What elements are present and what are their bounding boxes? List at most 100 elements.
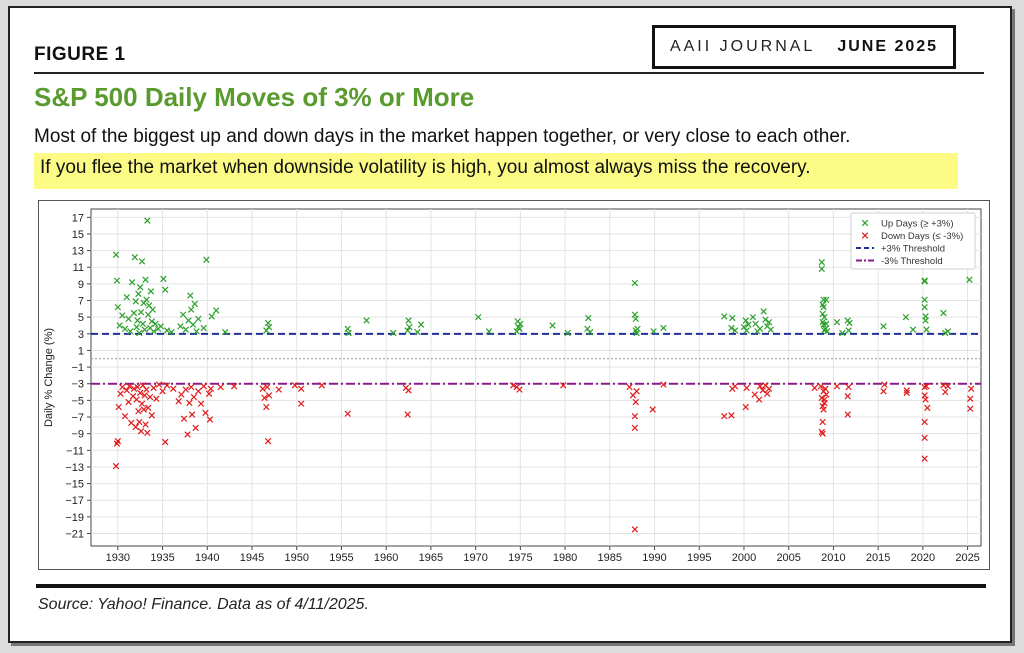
down-day-point-stroke — [743, 384, 750, 392]
up-day-point — [516, 325, 523, 333]
down-day-point — [207, 385, 215, 392]
down-day-point-stroke — [881, 381, 888, 388]
up-day-point-stroke — [729, 314, 736, 322]
chart-subtitle: Most of the biggest up and down days in … — [34, 126, 851, 147]
up-day-point — [833, 318, 841, 326]
down-day-point — [187, 383, 195, 391]
down-day-point — [264, 437, 272, 445]
up-day-point — [586, 328, 594, 336]
down-day-point — [967, 395, 974, 402]
up-day-point-stroke — [922, 317, 929, 324]
highlight-text: If you flee the market when downside vol… — [34, 153, 958, 189]
down-day-point — [921, 455, 928, 462]
down-day-point-stroke — [833, 383, 841, 390]
y-tick-label: −5 — [71, 395, 84, 407]
down-day-point-stroke — [817, 383, 825, 390]
down-day-point — [817, 383, 825, 390]
up-day-point — [133, 323, 140, 331]
down-day-point-stroke — [822, 385, 829, 392]
y-tick-label: −13 — [65, 462, 84, 474]
up-day-point-stroke — [819, 310, 826, 318]
y-tick-label: 9 — [78, 279, 84, 291]
up-day-point-stroke — [136, 329, 143, 337]
up-day-point — [137, 308, 145, 316]
up-day-point-stroke — [839, 329, 846, 337]
down-day-point — [822, 385, 829, 392]
down-day-point-stroke — [136, 418, 143, 426]
up-day-point — [116, 322, 123, 329]
up-day-point-stroke — [743, 327, 750, 334]
down-day-point-stroke — [405, 387, 412, 394]
up-day-point-stroke — [823, 328, 831, 335]
down-day-point — [148, 412, 156, 419]
down-day-point — [133, 396, 140, 403]
down-day-point — [765, 385, 773, 392]
down-day-point — [121, 412, 129, 420]
down-day-point-stroke — [150, 384, 157, 392]
down-day-point-stroke — [762, 382, 769, 389]
y-tick-label: −9 — [71, 429, 84, 441]
down-day-point-stroke — [649, 406, 656, 413]
down-day-point-stroke — [967, 405, 974, 412]
down-day-point-stroke — [145, 404, 152, 412]
down-day-point — [153, 395, 160, 402]
down-day-point-stroke — [162, 438, 169, 446]
up-day-point — [756, 325, 764, 333]
y-tick-label: −7 — [71, 412, 84, 424]
journal-name: AAII JOURNAL — [669, 38, 816, 55]
journal-badge: AAII JOURNAL JUNE 2025 — [652, 25, 956, 69]
down-day-point-stroke — [184, 431, 191, 438]
down-day-point — [132, 423, 139, 431]
up-day-point-stroke — [760, 308, 767, 315]
up-day-point-stroke — [123, 293, 131, 301]
up-day-point — [136, 283, 144, 291]
down-day-point-stroke — [922, 396, 929, 403]
down-day-point — [184, 431, 191, 438]
legend-marker-stroke — [861, 232, 869, 239]
down-day-point-stroke — [811, 384, 818, 392]
up-day-point-stroke — [767, 326, 775, 333]
down-day-point — [297, 400, 305, 407]
up-day-point — [909, 326, 917, 333]
down-day-point-stroke — [190, 393, 198, 401]
down-day-point — [265, 392, 273, 399]
down-day-point-stroke — [924, 404, 931, 412]
down-day-point-stroke — [114, 437, 122, 445]
up-day-point — [213, 307, 220, 314]
x-tick-label: 1970 — [463, 552, 487, 564]
up-day-point — [265, 323, 273, 331]
down-day-point-stroke — [297, 400, 305, 407]
down-day-point-stroke — [819, 430, 826, 437]
up-day-point — [728, 324, 735, 332]
down-day-point-stroke — [187, 383, 195, 391]
down-day-point — [130, 385, 138, 392]
up-day-point — [157, 323, 164, 330]
up-day-point-stroke — [189, 321, 197, 328]
up-day-point-stroke — [221, 328, 229, 336]
up-day-point-stroke — [818, 259, 826, 266]
x-tick-label: 1940 — [195, 552, 219, 564]
down-day-point-stroke — [903, 389, 910, 397]
up-day-point — [632, 315, 639, 323]
up-day-point-stroke — [132, 298, 139, 305]
down-day-point — [206, 416, 214, 423]
down-day-point — [205, 390, 213, 397]
scatter-chart: 1930 1935 1940 1945 1950 1955 1960 1965 1970 1975… — [43, 208, 982, 564]
down-day-point-stroke — [142, 421, 149, 428]
up-day-point — [177, 323, 184, 330]
up-day-point-stroke — [162, 286, 169, 293]
up-day-point — [405, 317, 412, 324]
down-day-point — [821, 399, 828, 407]
up-day-point — [902, 313, 910, 321]
down-day-point-stroke — [819, 418, 826, 426]
up-day-point-stroke — [923, 326, 930, 333]
up-day-point-stroke — [742, 317, 749, 324]
legend-box — [850, 212, 976, 270]
down-day-point-stroke — [921, 418, 928, 426]
down-day-point — [923, 383, 930, 390]
down-day-point — [163, 382, 171, 389]
up-day-point — [823, 320, 830, 328]
up-day-point — [660, 324, 667, 332]
up-day-point-stroke — [631, 279, 639, 287]
up-day-point-stroke — [966, 276, 973, 283]
